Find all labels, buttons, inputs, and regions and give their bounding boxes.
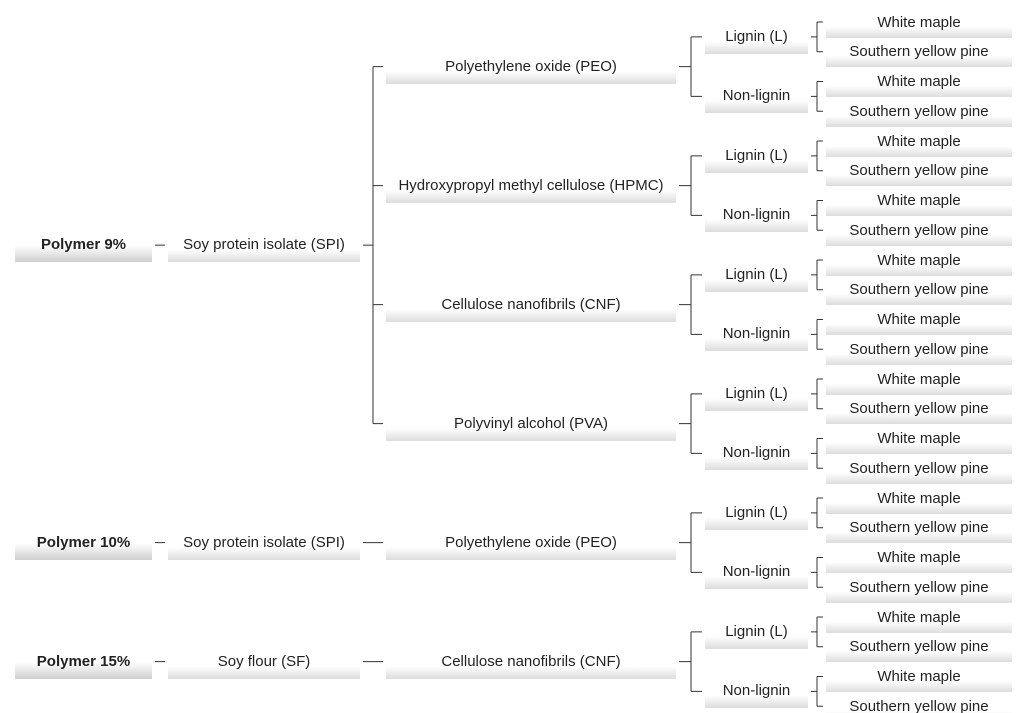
leaf-node: Southern yellow pine (826, 696, 1012, 713)
leaf-node: White maple (826, 429, 1012, 454)
tree-node: Non-lignin (705, 680, 808, 709)
leaf-node: Southern yellow pine (826, 339, 1012, 365)
leaf-node: Southern yellow pine (826, 220, 1012, 246)
tree-node: Polyvinyl alcohol (PVA) (386, 412, 676, 441)
tree-node: Soy flour (SF) (168, 650, 360, 679)
tree-node: Non-lignin (705, 442, 808, 471)
leaf-node: White maple (826, 72, 1012, 97)
leaf-node: Southern yellow pine (826, 399, 1012, 425)
leaf-node: White maple (826, 488, 1012, 514)
tree-node: Polymer 9% (15, 234, 152, 263)
leaf-node: Southern yellow pine (826, 458, 1012, 484)
tree-node: Lignin (L) (705, 620, 808, 649)
leaf-node: White maple (826, 131, 1012, 157)
tree-node: Lignin (L) (705, 501, 808, 530)
tree-node: Lignin (L) (705, 263, 808, 292)
tree-node: Soy protein isolate (SPI) (168, 531, 360, 560)
leaf-node: Southern yellow pine (826, 637, 1012, 663)
tree-node: Lignin (L) (705, 25, 808, 54)
tree-node: Cellulose nanofibrils (CNF) (386, 650, 676, 679)
leaf-node: Southern yellow pine (826, 577, 1012, 603)
leaf-node: Southern yellow pine (826, 280, 1012, 306)
leaf-node: Southern yellow pine (826, 42, 1012, 68)
tree-node: Polymer 10% (15, 531, 152, 560)
leaf-node: White maple (826, 548, 1012, 573)
leaf-node: White maple (826, 191, 1012, 216)
leaf-node: White maple (826, 369, 1012, 395)
tree-node: Hydroxypropyl methyl cellulose (HPMC) (386, 174, 676, 203)
leaf-node: White maple (826, 310, 1012, 335)
tree-node: Lignin (L) (705, 144, 808, 173)
tree-node: Soy protein isolate (SPI) (168, 234, 360, 263)
leaf-node: White maple (826, 250, 1012, 276)
tree-node: Non-lignin (705, 85, 808, 114)
tree-node: Polyethylene oxide (PEO) (386, 531, 676, 560)
tree-node: Non-lignin (705, 323, 808, 352)
leaf-node: White maple (826, 667, 1012, 692)
leaf-node: Southern yellow pine (826, 101, 1012, 127)
tree-node: Lignin (L) (705, 382, 808, 411)
leaf-node: White maple (826, 12, 1012, 38)
leaf-node: Southern yellow pine (826, 161, 1012, 187)
tree-node: Non-lignin (705, 204, 808, 233)
leaf-node: Southern yellow pine (826, 518, 1012, 544)
leaf-node: White maple (826, 607, 1012, 633)
tree-node: Polyethylene oxide (PEO) (386, 55, 676, 84)
tree-node: Polymer 15% (15, 650, 152, 679)
tree-node: Non-lignin (705, 561, 808, 590)
tree-node: Cellulose nanofibrils (CNF) (386, 293, 676, 322)
